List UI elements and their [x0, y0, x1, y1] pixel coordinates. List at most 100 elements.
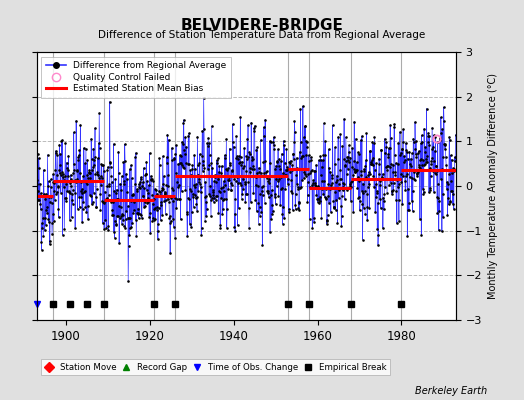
Point	[365, 205, 374, 211]
Point	[102, 196, 110, 202]
Point	[121, 158, 129, 164]
Point	[73, 168, 81, 174]
Point	[208, 165, 216, 171]
Point	[288, 162, 297, 168]
Point	[427, 161, 435, 167]
Point	[118, 212, 127, 219]
Point	[114, 213, 122, 219]
Point	[404, 186, 412, 192]
Point	[182, 160, 190, 166]
Point	[236, 159, 244, 166]
Point	[132, 217, 140, 223]
Point	[339, 180, 347, 186]
Point	[58, 137, 67, 143]
Point	[438, 228, 446, 235]
Point	[273, 158, 281, 164]
Point	[265, 180, 274, 186]
Point	[270, 146, 278, 152]
Point	[135, 181, 143, 187]
Point	[294, 205, 302, 212]
Point	[417, 140, 425, 146]
Point	[206, 183, 214, 189]
Point	[272, 183, 281, 190]
Point	[92, 204, 101, 210]
Point	[290, 118, 299, 125]
Point	[320, 194, 329, 200]
Point	[78, 190, 86, 197]
Point	[229, 172, 237, 179]
Point	[215, 188, 223, 194]
Point	[193, 162, 202, 168]
Point	[370, 134, 379, 140]
Point	[45, 219, 53, 226]
Point	[290, 139, 298, 146]
Point	[389, 179, 398, 186]
Point	[446, 199, 454, 206]
Point	[344, 166, 352, 172]
Point	[111, 218, 119, 224]
Point	[364, 181, 373, 188]
Point	[156, 162, 164, 169]
Point	[180, 116, 188, 123]
Point	[298, 177, 307, 183]
Point	[94, 140, 103, 147]
Point	[248, 166, 256, 172]
Point	[326, 169, 335, 175]
Point	[152, 204, 161, 210]
Point	[419, 157, 427, 163]
Point	[140, 204, 148, 210]
Point	[261, 157, 270, 164]
Point	[127, 175, 136, 182]
Point	[56, 162, 64, 168]
Point	[114, 148, 123, 155]
Point	[209, 188, 217, 195]
Point	[235, 180, 244, 186]
Point	[123, 189, 131, 195]
Point	[199, 162, 208, 168]
Point	[234, 205, 243, 211]
Point	[418, 138, 427, 145]
Point	[255, 165, 263, 171]
Point	[183, 232, 191, 239]
Point	[217, 170, 225, 176]
Point	[444, 195, 452, 201]
Point	[296, 185, 304, 191]
Point	[380, 190, 388, 197]
Point	[387, 188, 396, 195]
Point	[356, 207, 364, 214]
Point	[267, 216, 275, 222]
Point	[51, 167, 59, 174]
Point	[345, 182, 354, 189]
Point	[257, 170, 265, 177]
Point	[195, 151, 204, 157]
Point	[39, 233, 48, 239]
Point	[99, 199, 107, 205]
Point	[448, 170, 456, 176]
Point	[148, 192, 156, 198]
Point	[261, 169, 270, 175]
Point	[310, 219, 318, 225]
Point	[62, 195, 71, 201]
Point	[217, 194, 226, 201]
Point	[150, 206, 159, 212]
Point	[142, 170, 150, 177]
Point	[309, 180, 317, 186]
Point	[391, 169, 399, 176]
Point	[375, 171, 383, 178]
Point	[122, 208, 130, 214]
Point	[178, 188, 186, 194]
Point	[266, 229, 274, 236]
Point	[397, 150, 405, 156]
Point	[153, 190, 161, 197]
Point	[386, 122, 395, 128]
Point	[368, 162, 377, 168]
Point	[103, 164, 112, 170]
Point	[36, 206, 45, 212]
Point	[155, 155, 163, 162]
Point	[312, 192, 321, 198]
Point	[276, 158, 285, 164]
Point	[395, 217, 403, 224]
Point	[51, 196, 59, 203]
Point	[210, 199, 218, 205]
Point	[105, 181, 114, 187]
